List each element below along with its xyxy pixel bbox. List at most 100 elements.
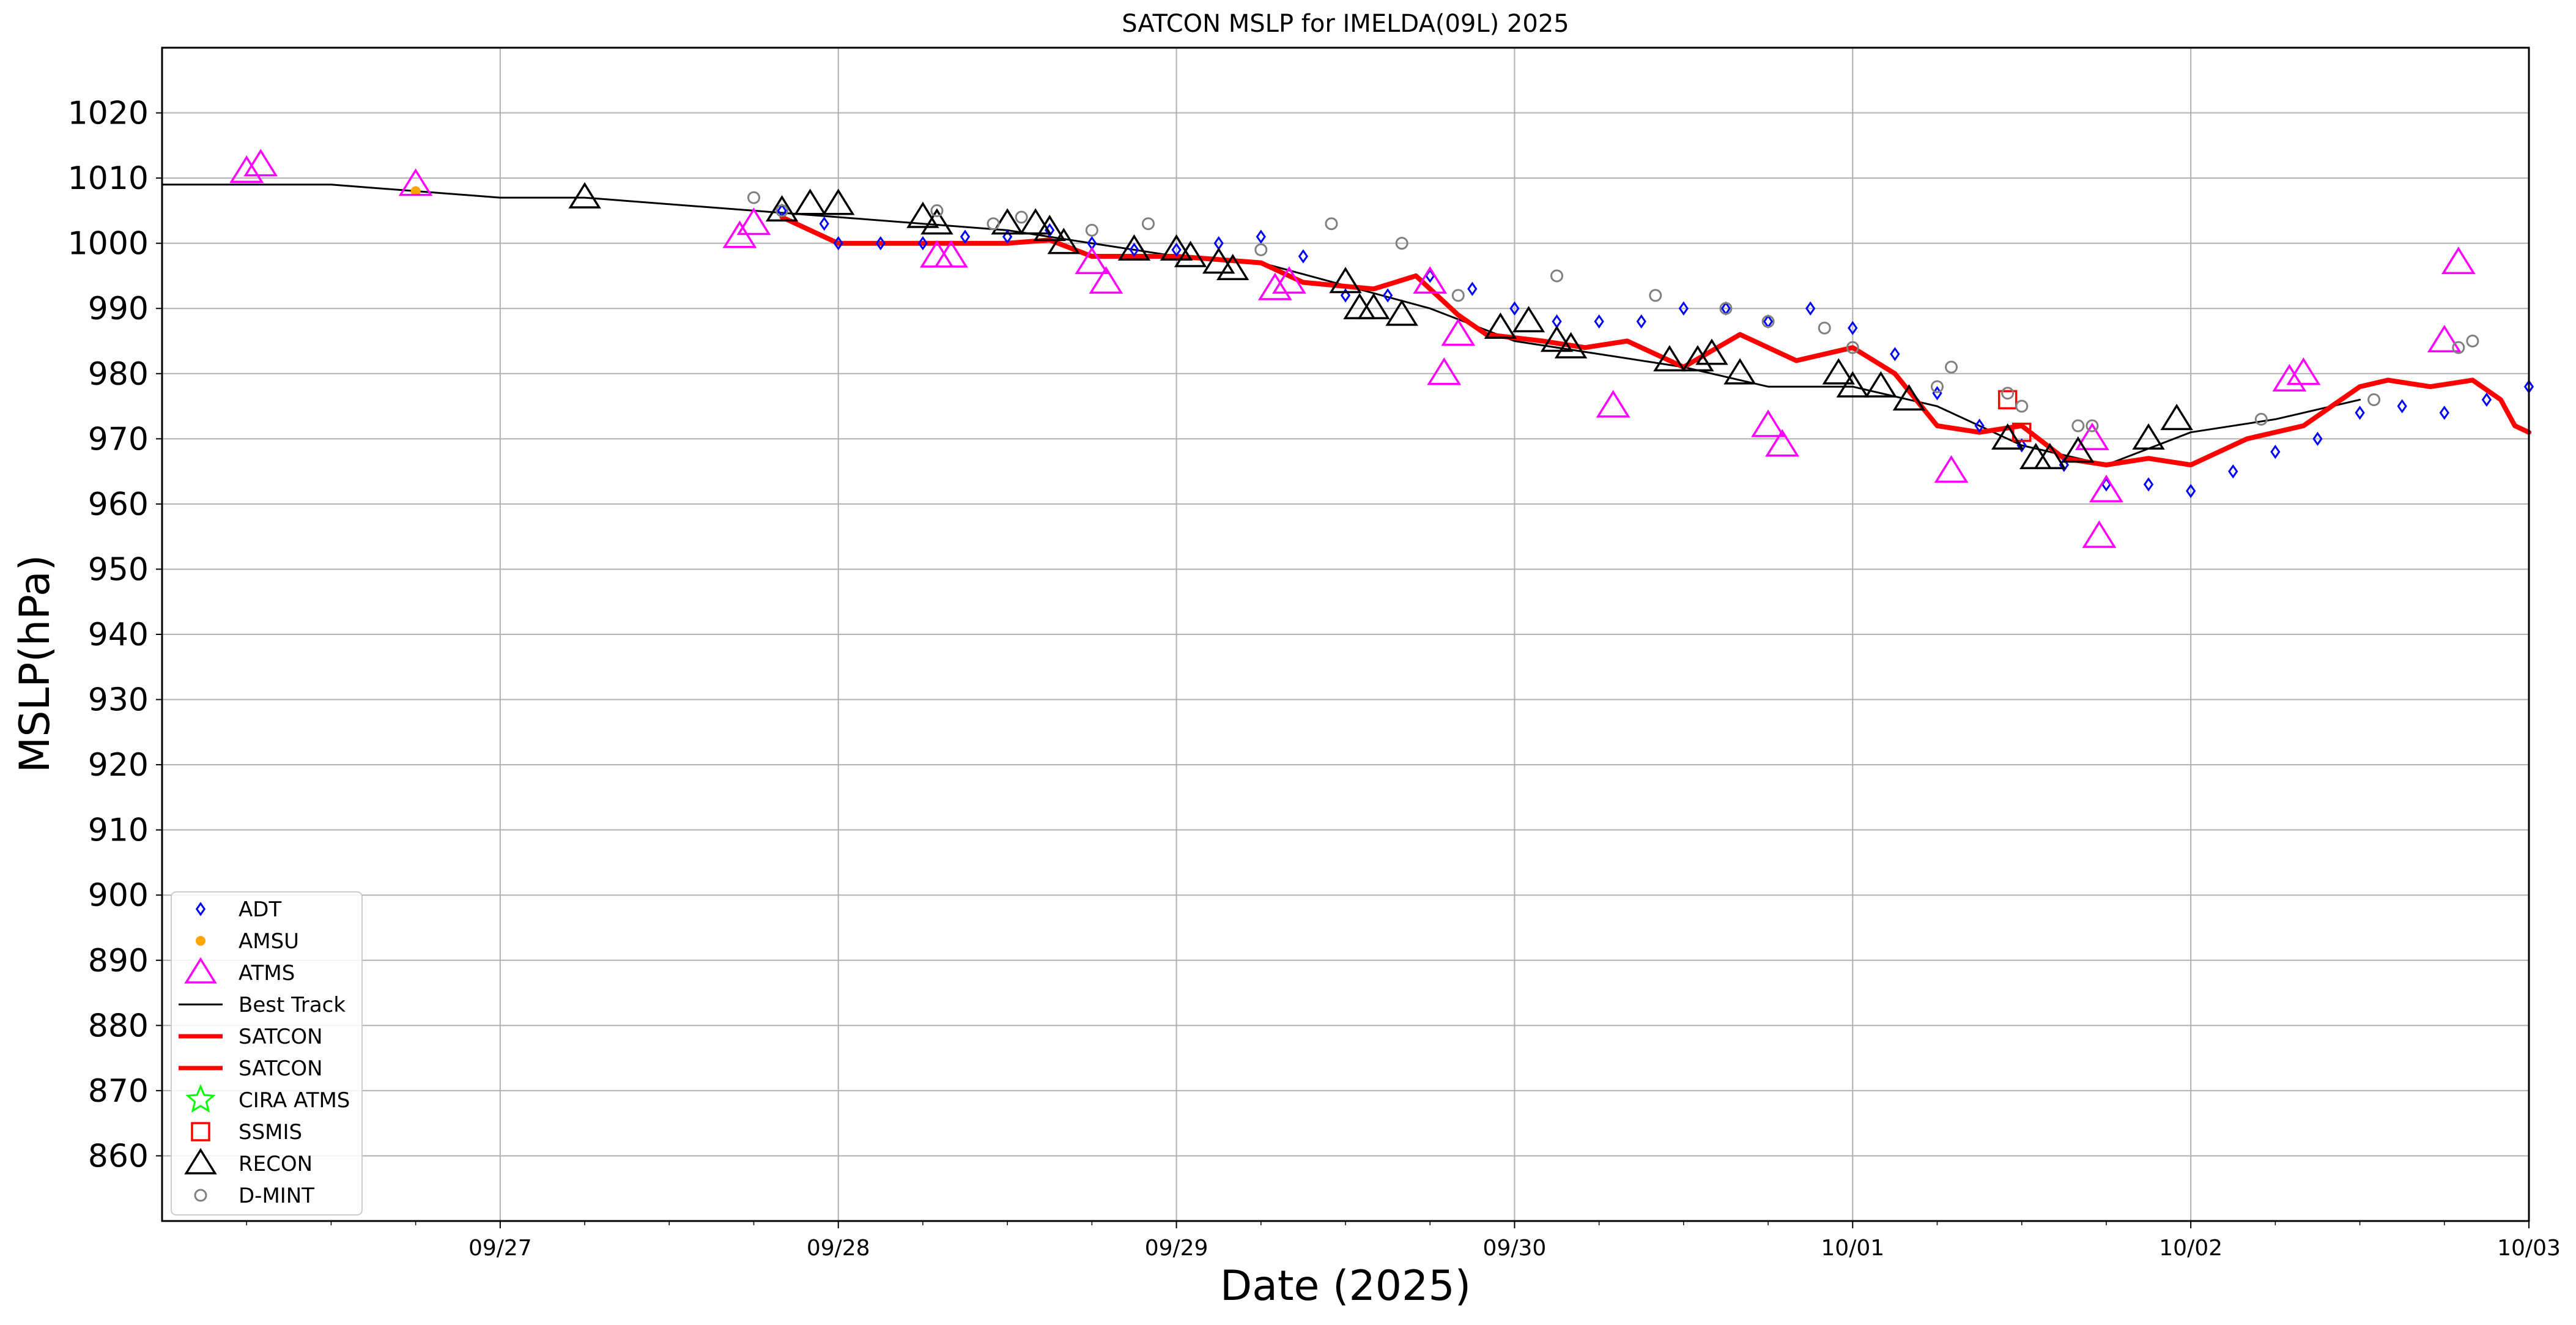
y-tick-label: 900	[88, 877, 149, 914]
adt-point	[1509, 301, 1520, 316]
atms-point	[1089, 266, 1123, 294]
dmint-point	[2452, 341, 2465, 354]
adt-point	[1678, 301, 1689, 316]
legend-label: AMSU	[239, 929, 299, 954]
recon-point	[991, 208, 1024, 235]
dmint-point	[1931, 380, 1944, 393]
legend-label: Best Track	[239, 993, 346, 1017]
recon-point	[1216, 253, 1249, 280]
adt-point	[1805, 301, 1816, 316]
adt-point	[1467, 281, 1478, 296]
dmint-point	[2086, 419, 2099, 432]
recon-point	[1160, 234, 1193, 261]
x-tick-label: 09/29	[1145, 1236, 1208, 1261]
y-tick-label: 980	[88, 356, 149, 393]
adt-point	[960, 229, 971, 244]
adt-point	[1382, 288, 1393, 303]
atms-point	[1427, 357, 1462, 385]
recon-point	[1202, 247, 1235, 274]
dmint-point	[1846, 341, 1859, 354]
adt-point	[2397, 399, 2407, 414]
dmint-point	[1761, 315, 1775, 328]
recon-point	[1723, 358, 1756, 385]
adt-point	[1298, 249, 1309, 264]
atms-point	[1441, 318, 1476, 346]
recon-point	[1695, 338, 1728, 365]
dmint-point	[2001, 387, 2015, 400]
series-atms	[229, 149, 2476, 548]
recon-point	[920, 208, 953, 235]
dmint-point	[930, 204, 944, 217]
dmint-point	[2466, 335, 2479, 347]
adt-point	[2143, 477, 2154, 492]
axis-ticks: 860 870 880 890 900 910 920 930 940 950 960 970 980 9…	[68, 95, 2561, 1261]
atms-point	[2441, 247, 2476, 275]
recon-point	[1329, 267, 1362, 294]
atms-point	[934, 240, 968, 268]
atms-point	[1751, 409, 1786, 437]
legend-marker	[184, 1148, 217, 1175]
legend-marker	[194, 1189, 207, 1202]
adt-point	[2481, 392, 2492, 407]
y-tick-label: 880	[88, 1008, 149, 1044]
adt-point	[1848, 321, 1858, 335]
dmint-point	[1945, 360, 1958, 374]
recon-point	[2160, 404, 2193, 431]
dmint-point	[2071, 419, 2085, 432]
legend: ADT AMSU ATMS Best Track SATCON SATCON CIRA AT…	[171, 891, 363, 1216]
adt-point	[1256, 229, 1266, 244]
recon-point	[1892, 384, 1926, 411]
x-tick-label: 09/28	[807, 1236, 870, 1261]
legend-label: ADT	[239, 897, 281, 922]
dmint-point	[2367, 393, 2381, 406]
legend-entry: ADT	[195, 897, 281, 922]
recon-point	[1653, 345, 1686, 372]
atms-point	[2272, 363, 2307, 392]
atms-point	[1765, 429, 1800, 457]
dmint-point	[986, 217, 1000, 231]
x-axis-label: Date (2025)	[1220, 1262, 1471, 1310]
y-axis-label: MSLP(hPa)	[11, 555, 59, 773]
dmint-point	[1719, 302, 1733, 315]
recon-point	[2062, 436, 2095, 463]
atms-point	[736, 207, 771, 236]
adt-point	[875, 236, 886, 251]
atms-point	[1413, 266, 1448, 294]
series-d-mint	[747, 191, 2479, 432]
amsu-point	[410, 186, 421, 196]
dmint-point	[775, 204, 789, 217]
adt-point	[1890, 347, 1900, 362]
recon-point	[1540, 325, 1574, 352]
gridlines	[162, 48, 2530, 1221]
legend-entry: CIRA ATMS	[185, 1084, 350, 1113]
atms-point	[398, 168, 433, 196]
atms-point	[1271, 266, 1306, 294]
recon-point	[1047, 228, 1080, 254]
legend-entry: Best Track	[179, 993, 346, 1017]
adt-point	[2186, 483, 2196, 499]
recon-point	[2132, 423, 2165, 450]
legend-marker	[185, 1084, 216, 1113]
ssmis-point	[1997, 390, 2018, 410]
recon-point	[1174, 240, 1207, 267]
recon-point	[1822, 358, 1855, 385]
atms-point	[2082, 520, 2117, 548]
atms-point	[2089, 475, 2123, 503]
legend-marker	[196, 936, 205, 946]
dmint-point	[1451, 289, 1465, 302]
legend-entry: AMSU	[196, 929, 299, 954]
recon-point	[1019, 208, 1052, 235]
atms-point	[243, 149, 278, 177]
chart-title: SATCON MSLP for IMELDA(09L) 2025	[1122, 10, 1569, 38]
recon-point	[1117, 234, 1151, 261]
y-tick-label: 960	[88, 486, 149, 523]
legend-label: SSMIS	[239, 1120, 302, 1145]
atms-point	[1596, 390, 1630, 418]
recon-point	[1554, 332, 1588, 358]
atms-point	[2074, 422, 2109, 450]
recon-point	[906, 201, 939, 228]
dmint-point	[1818, 321, 1831, 335]
dmint-point	[1325, 217, 1338, 231]
data-series	[161, 149, 2534, 548]
